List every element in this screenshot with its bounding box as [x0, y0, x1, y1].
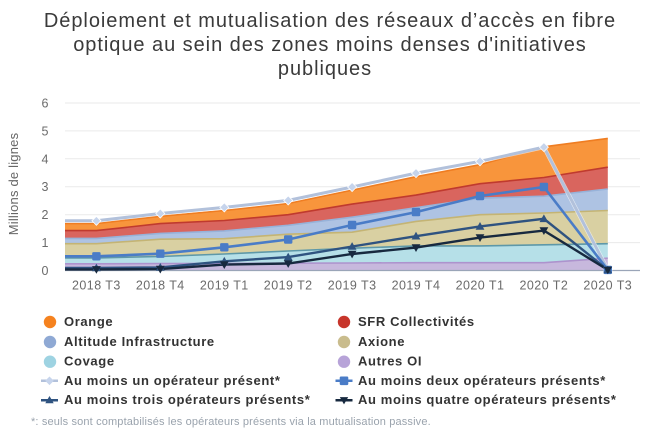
svg-text:2019 T4: 2019 T4: [392, 279, 441, 293]
svg-text:2019 T3: 2019 T3: [328, 279, 377, 293]
svg-text:Au moins deux opérateurs prése: Au moins deux opérateurs présents*: [358, 373, 606, 388]
svg-text:publiques: publiques: [278, 58, 372, 80]
svg-text:Au moins un opérateur présent*: Au moins un opérateur présent*: [64, 373, 281, 388]
svg-text:5: 5: [42, 124, 49, 138]
svg-text:2020 T2: 2020 T2: [520, 279, 569, 293]
svg-text:Covage: Covage: [64, 354, 115, 369]
svg-text:1: 1: [42, 236, 49, 250]
svg-text:optique au sein des zones moin: optique au sein des zones moins denses d…: [73, 34, 587, 56]
svg-text:2018 T3: 2018 T3: [72, 279, 121, 293]
svg-text:6: 6: [42, 97, 49, 111]
svg-text:2018 T4: 2018 T4: [136, 279, 185, 293]
svg-text:3: 3: [42, 180, 49, 194]
svg-text:Axione: Axione: [358, 334, 405, 349]
svg-text:SFR Collectivités: SFR Collectivités: [358, 314, 475, 329]
svg-text:Autres OI: Autres OI: [358, 354, 422, 369]
svg-text:Au moins quatre opérateurs pré: Au moins quatre opérateurs présents*: [358, 392, 617, 407]
svg-text:2019 T2: 2019 T2: [264, 279, 313, 293]
svg-text:2020 T3: 2020 T3: [583, 279, 632, 293]
svg-text:2: 2: [42, 208, 49, 222]
svg-text:2019 T1: 2019 T1: [200, 279, 249, 293]
svg-text:2020 T1: 2020 T1: [456, 279, 505, 293]
svg-text:Au moins trois opérateurs prés: Au moins trois opérateurs présents*: [64, 392, 311, 407]
svg-text:Déploiement et mutualisation d: Déploiement et mutualisation des réseaux…: [44, 10, 616, 32]
svg-text:0: 0: [42, 264, 49, 278]
svg-text:*: seuls sont comptabilisés le: *: seuls sont comptabilisés les opérateu…: [31, 416, 431, 428]
svg-text:Altitude Infrastructure: Altitude Infrastructure: [64, 334, 215, 349]
svg-text:Millions de lignes: Millions de lignes: [6, 132, 21, 235]
svg-text:Orange: Orange: [64, 314, 113, 329]
svg-text:4: 4: [42, 152, 49, 166]
